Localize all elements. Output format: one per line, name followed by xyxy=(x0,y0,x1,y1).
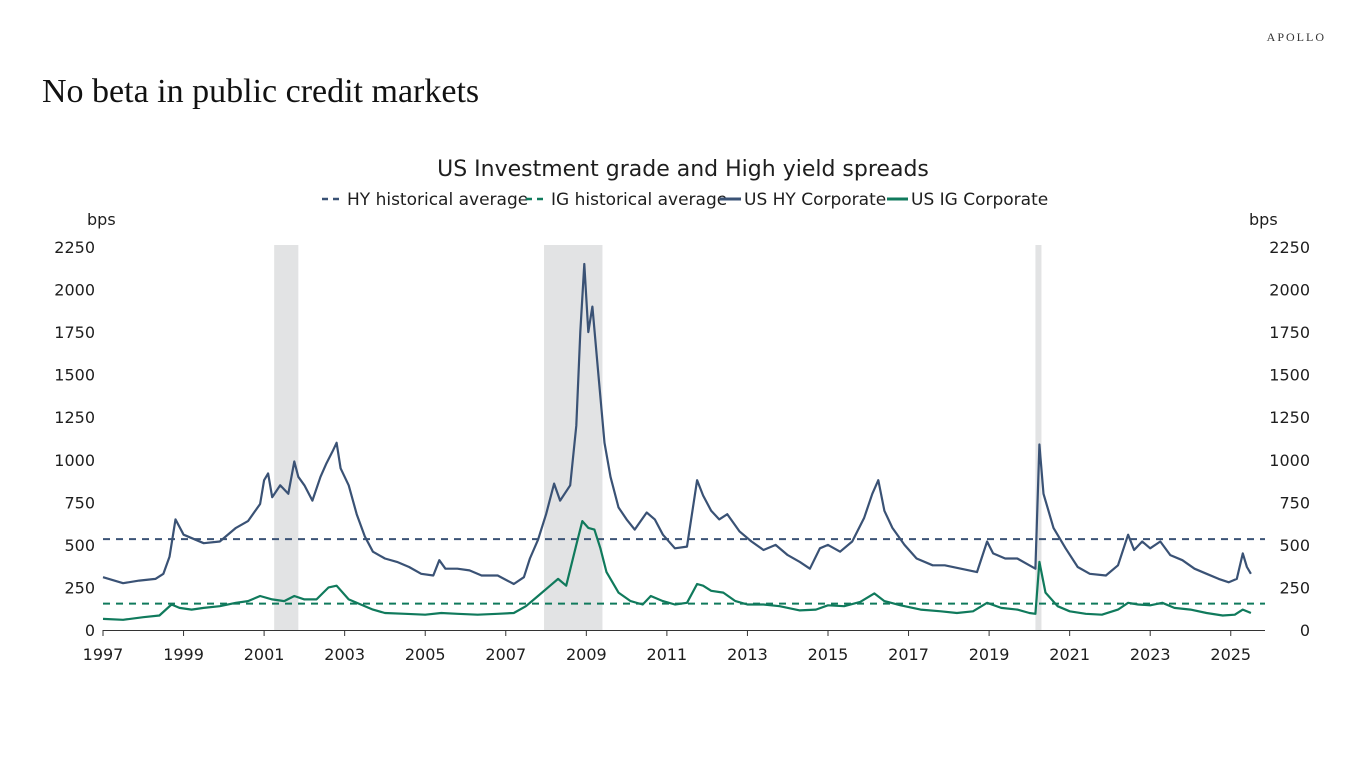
y-tick-label-right: 750 xyxy=(1279,493,1310,512)
page-title: No beta in public credit markets xyxy=(42,72,480,110)
series-lines xyxy=(102,262,1252,621)
y-tick-label-right: 2000 xyxy=(1269,281,1310,300)
y-tick-label-left: 2000 xyxy=(54,281,95,300)
legend: HY historical average IG historical aver… xyxy=(322,190,1048,210)
y-tick-label-right: 1750 xyxy=(1269,323,1310,342)
x-tick-label: 2013 xyxy=(727,645,768,664)
x-tick-label: 2009 xyxy=(566,645,607,664)
y-axis-unit-left: bps xyxy=(87,210,116,229)
us-ig-corporate-line xyxy=(102,520,1252,621)
x-tick-label: 2005 xyxy=(405,645,446,664)
y-axis-right: 0 250 500 750 1000 1250 1500 1750 2000 2250 xyxy=(1269,238,1310,640)
chart-title: US Investment grade and High yield sprea… xyxy=(437,157,929,182)
y-tick-label-right: 2250 xyxy=(1269,238,1310,257)
y-tick-label-right: 1000 xyxy=(1269,451,1310,470)
y-tick-label-right: 0 xyxy=(1300,621,1310,640)
y-tick-label-left: 2250 xyxy=(54,238,95,257)
x-tick-label: 2019 xyxy=(969,645,1010,664)
recession-band-3 xyxy=(1035,245,1042,630)
y-tick-label-right: 500 xyxy=(1279,536,1310,555)
x-tick-label: 2003 xyxy=(324,645,365,664)
x-tick-label: 1997 xyxy=(83,645,124,664)
us-hy-corporate-line xyxy=(102,262,1252,586)
x-tick-label: 2017 xyxy=(888,645,929,664)
x-tick-label: 2001 xyxy=(244,645,285,664)
y-tick-label-left: 1250 xyxy=(54,408,95,427)
y-tick-label-right: 1500 xyxy=(1269,366,1310,385)
y-tick-label-right: 250 xyxy=(1279,578,1310,597)
y-axis-unit-right: bps xyxy=(1249,210,1278,229)
legend-label-ig-average: IG historical average xyxy=(551,190,727,210)
y-tick-label-left: 1500 xyxy=(54,366,95,385)
brand-logo: APOLLO xyxy=(1266,30,1326,44)
recession-bands xyxy=(274,245,1042,630)
y-tick-label-left: 250 xyxy=(64,578,95,597)
average-lines xyxy=(103,538,1265,605)
x-tick-label: 2021 xyxy=(1049,645,1090,664)
y-tick-label-left: 0 xyxy=(85,621,95,640)
y-tick-label-left: 500 xyxy=(64,536,95,555)
x-axis: 1997 1999 2001 2003 2005 2007 2009 2011 2013 2015… xyxy=(83,630,1251,664)
legend-label-hy-average: HY historical average xyxy=(347,190,528,210)
y-tick-label-left: 750 xyxy=(64,493,95,512)
x-tick-label: 1999 xyxy=(163,645,204,664)
y-tick-label-left: 1750 xyxy=(54,323,95,342)
recession-band-2 xyxy=(544,245,603,630)
y-tick-label-right: 1250 xyxy=(1269,408,1310,427)
recession-band-1 xyxy=(274,245,299,630)
x-tick-label: 2007 xyxy=(485,645,526,664)
legend-label-ig-corporate: US IG Corporate xyxy=(911,190,1048,210)
y-axis-left: 0 250 500 750 1000 1250 1500 1750 2000 2250 xyxy=(54,238,95,640)
x-tick-label: 2023 xyxy=(1130,645,1171,664)
x-tick-label: 2025 xyxy=(1210,645,1251,664)
x-tick-label: 2011 xyxy=(647,645,688,664)
x-tick-label: 2015 xyxy=(808,645,849,664)
y-tick-label-left: 1000 xyxy=(54,451,95,470)
legend-label-hy-corporate: US HY Corporate xyxy=(744,190,886,210)
